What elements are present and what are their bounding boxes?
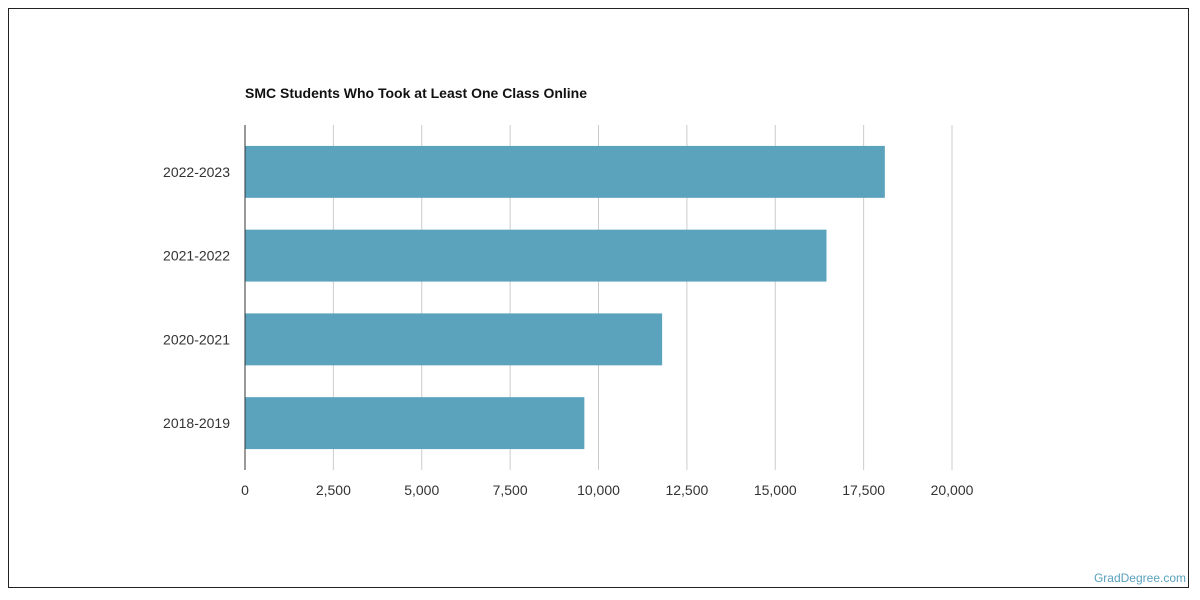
chart-title: SMC Students Who Took at Least One Class… [245, 85, 588, 101]
watermark-link[interactable]: GradDegree.com [1093, 571, 1186, 585]
x-tick-label: 7,500 [493, 482, 528, 498]
category-label: 2021-2022 [163, 248, 230, 264]
category-label: 2020-2021 [163, 331, 230, 347]
x-tick-label: 12,500 [665, 482, 708, 498]
x-tick-label: 0 [241, 482, 249, 498]
category-label: 2022-2023 [163, 164, 230, 180]
bar [245, 229, 827, 282]
x-tick-label: 20,000 [931, 482, 974, 498]
bar [245, 145, 885, 198]
category-label: 2018-2019 [163, 415, 230, 431]
x-tick-label: 10,000 [577, 482, 620, 498]
bar [245, 313, 663, 366]
x-tick-label: 2,500 [316, 482, 351, 498]
x-tick-label: 17,500 [842, 482, 885, 498]
x-tick-label: 5,000 [404, 482, 439, 498]
x-tick-label: 15,000 [754, 482, 797, 498]
bar [245, 397, 585, 450]
